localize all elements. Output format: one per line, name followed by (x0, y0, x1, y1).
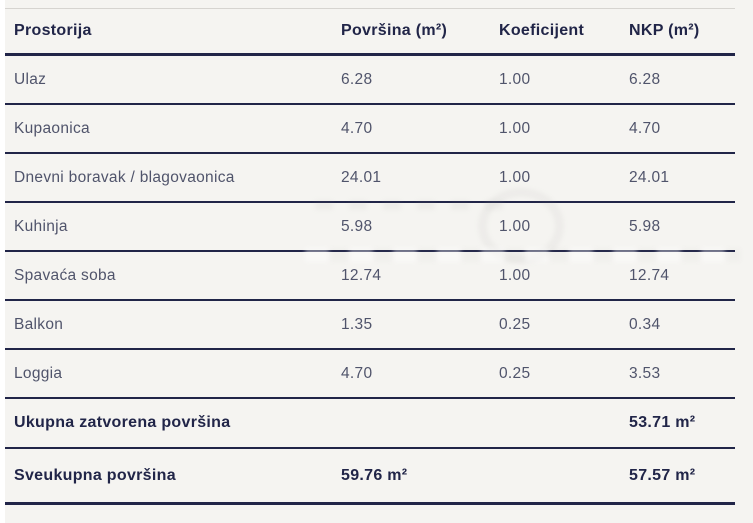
table-panel (5, 0, 753, 523)
nkp-cell: 6.28 (629, 70, 661, 88)
area-cell: 6.28 (341, 70, 373, 88)
coefficient-cell: 1.00 (499, 70, 531, 88)
column-header-prostorija: Prostorija (14, 22, 92, 39)
room-name-cell: Dnevni boravak / blagovaonica (14, 168, 235, 186)
nkp-cell: 12.74 (629, 266, 670, 284)
coefficient-cell: 0.25 (499, 315, 531, 333)
summary-label: Sveukupna površina (14, 466, 176, 484)
area-total-value: 59.76 m² (341, 466, 408, 484)
nkp-total-value: 57.57 m² (629, 466, 696, 484)
table-row: Dnevni boravak / blagovaonica 24.01 1.00… (5, 154, 735, 203)
area-cell: 4.70 (341, 364, 373, 382)
room-name-cell: Balkon (14, 315, 64, 333)
coefficient-cell: 0.25 (499, 364, 531, 382)
nkp-cell: 24.01 (629, 168, 670, 186)
table-row: Balkon 1.35 0.25 0.34 (5, 301, 735, 350)
area-cell: 5.98 (341, 217, 373, 235)
coefficient-cell: 1.00 (499, 119, 531, 137)
area-cell: 4.70 (341, 119, 373, 137)
room-name-cell: Loggia (14, 364, 63, 382)
table-header-row: Prostorija Površina (m²) Koeficijent NKP… (5, 9, 735, 56)
column-header-nkp: NKP (m²) (629, 22, 700, 39)
nkp-cell: 3.53 (629, 364, 661, 382)
coefficient-cell: 1.00 (499, 217, 531, 235)
table-row: Loggia 4.70 0.25 3.53 (5, 350, 735, 399)
table-row: Kupaonica 4.70 1.00 4.70 (5, 105, 735, 154)
table-row: Spavaća soba 12.74 1.00 12.74 (5, 252, 735, 301)
room-name-cell: Spavaća soba (14, 266, 116, 284)
coefficient-cell: 1.00 (499, 168, 531, 186)
area-cell: 1.35 (341, 315, 373, 333)
table-row: Ulaz 6.28 1.00 6.28 (5, 56, 735, 105)
summary-row-total-area: Sveukupna površina 59.76 m² 57.57 m² (5, 449, 735, 505)
area-cell: 12.74 (341, 266, 382, 284)
area-cell: 24.01 (341, 168, 382, 186)
nkp-cell: 5.98 (629, 217, 661, 235)
nkp-cell: 0.34 (629, 315, 661, 333)
table-row: Kuhinja 5.98 1.00 5.98 (5, 203, 735, 252)
room-name-cell: Ulaz (14, 70, 47, 88)
nkp-cell: 4.70 (629, 119, 661, 137)
room-area-table: Prostorija Površina (m²) Koeficijent NKP… (5, 8, 735, 505)
coefficient-cell: 1.00 (499, 266, 531, 284)
nkp-total-value: 53.71 m² (629, 414, 696, 431)
summary-row-closed-area: Ukupna zatvorena površina 53.71 m² (5, 399, 735, 449)
column-header-koeficijent: Koeficijent (499, 22, 585, 39)
room-name-cell: Kuhinja (14, 217, 68, 235)
summary-label: Ukupna zatvorena površina (14, 414, 231, 431)
column-header-povrsina: Površina (m²) (341, 22, 448, 39)
room-name-cell: Kupaonica (14, 119, 90, 137)
